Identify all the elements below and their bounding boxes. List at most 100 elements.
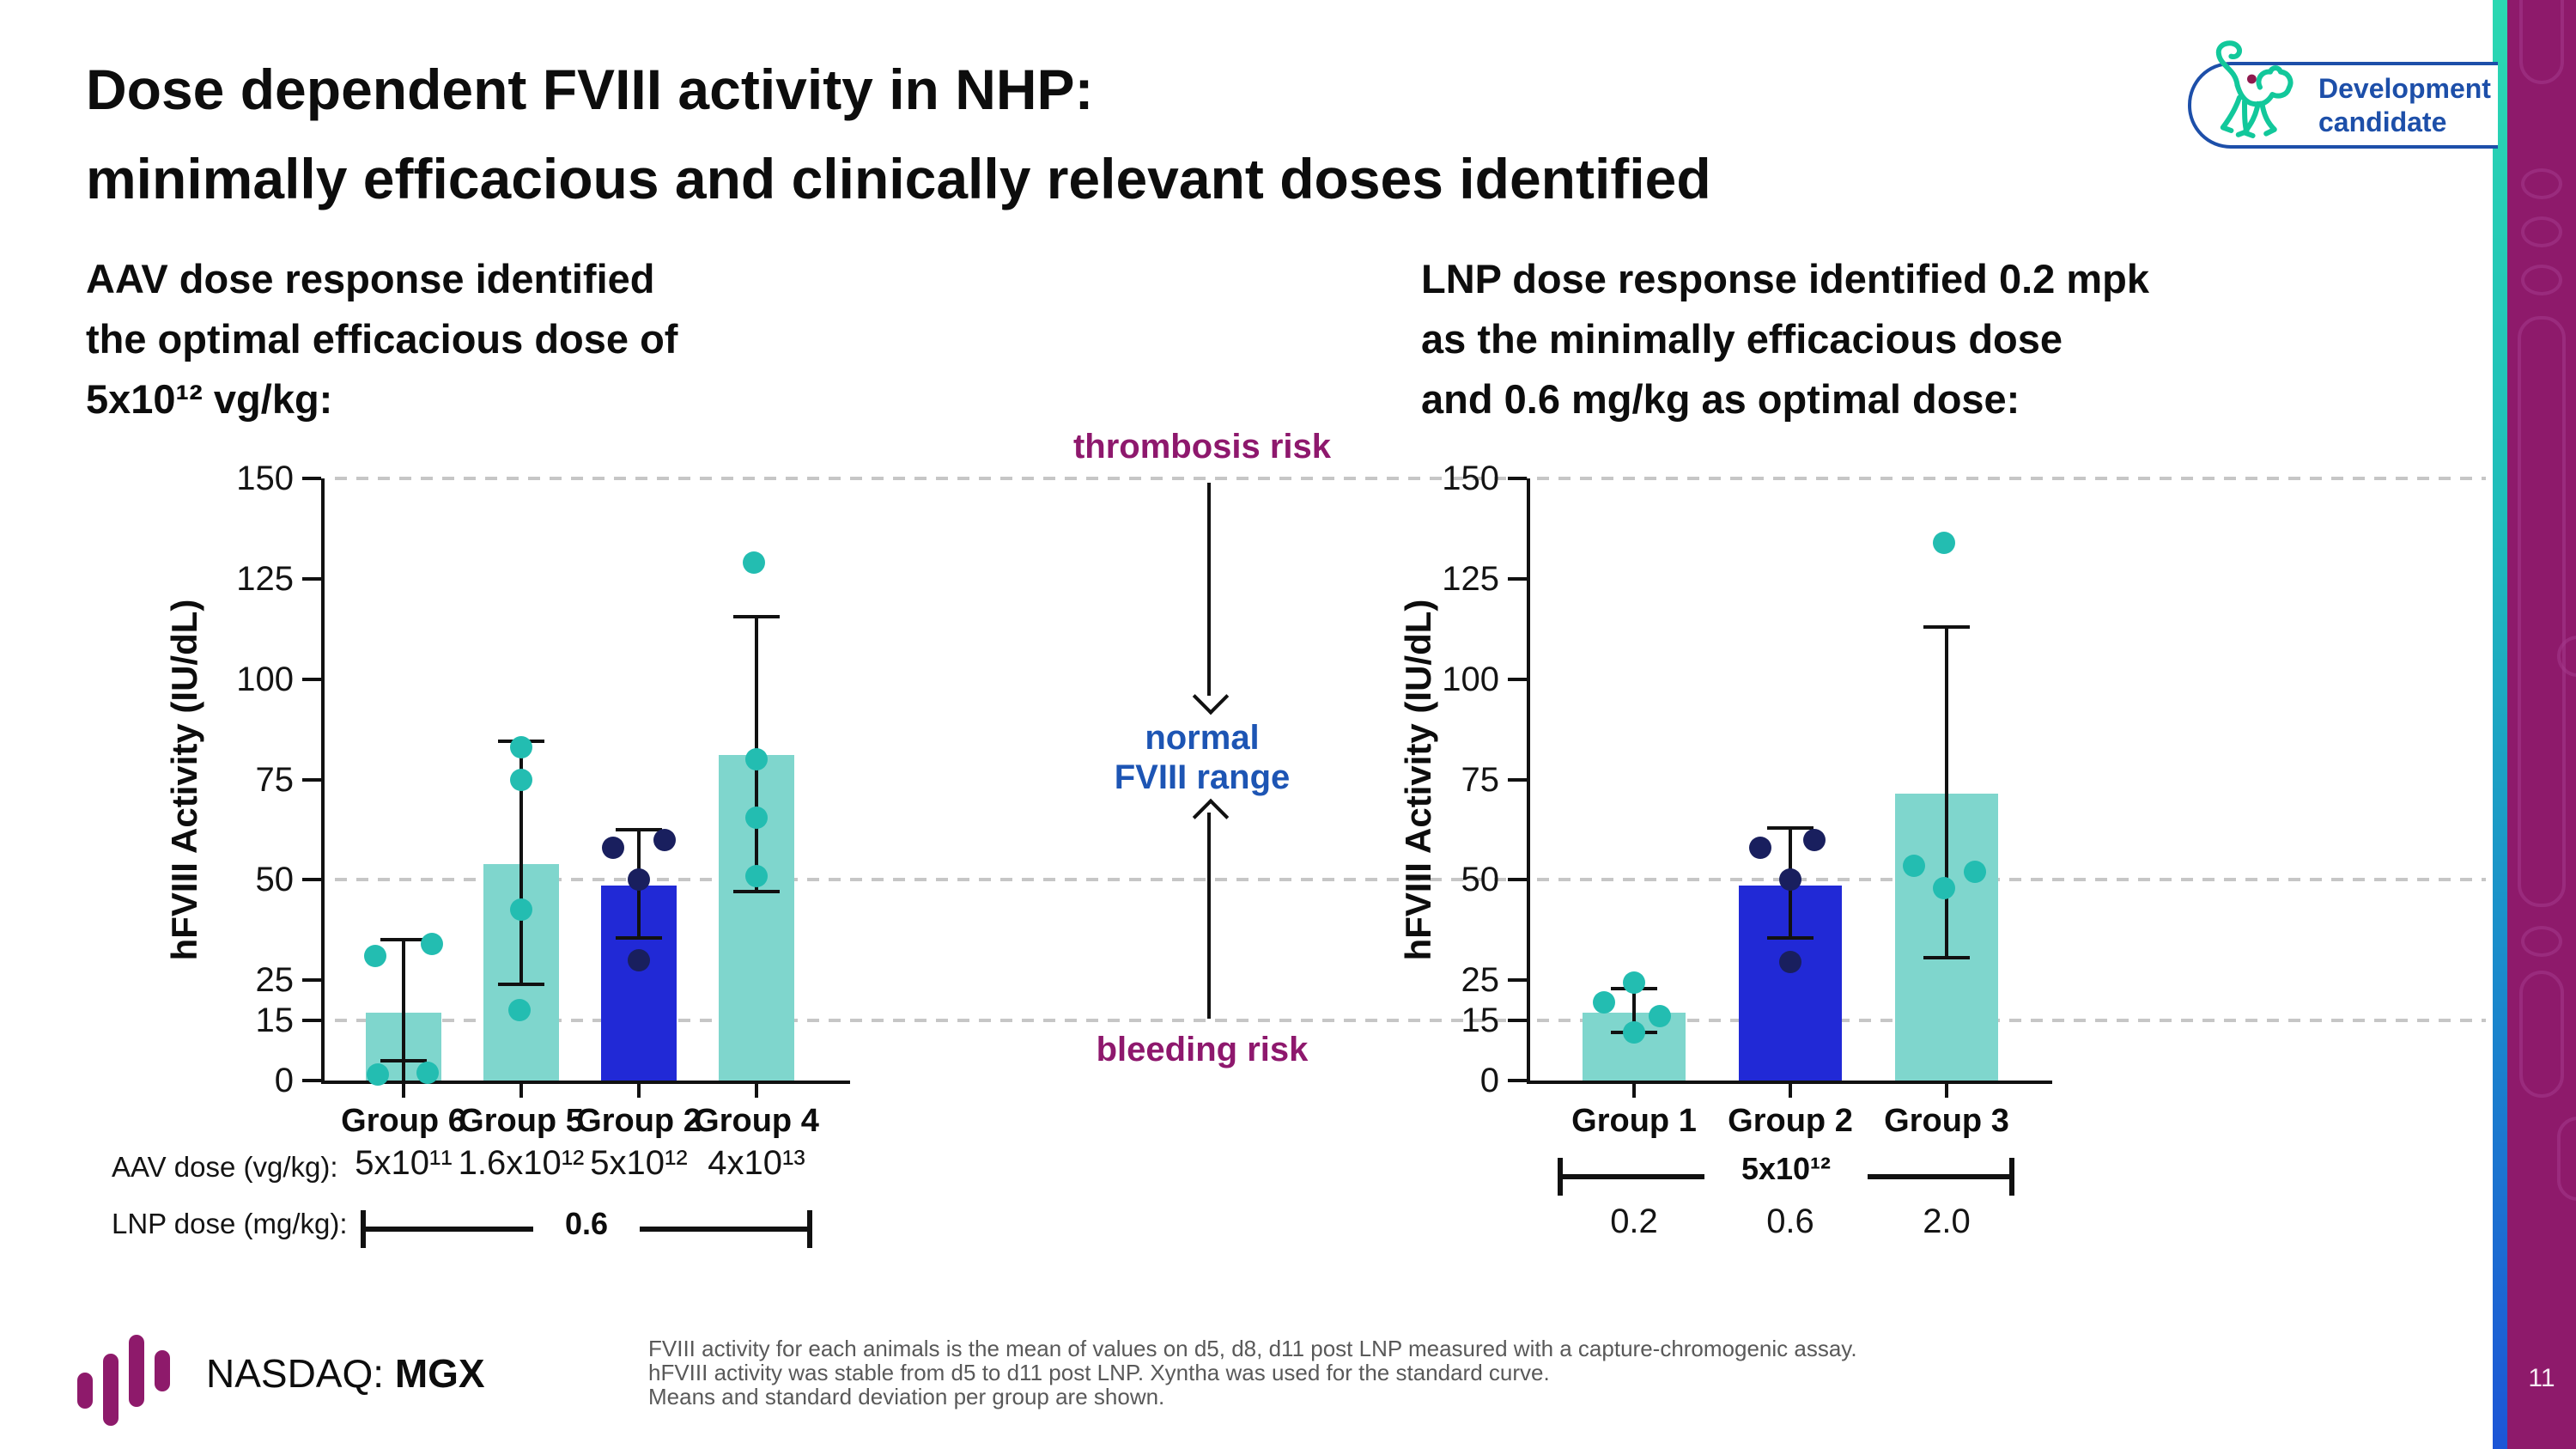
normal-range-line: FVIII range [1114,758,1291,796]
y-tick-label: 125 [1442,559,1499,598]
band-decoration [2519,971,2564,1098]
data-point [653,828,676,851]
data-point [1903,854,1925,877]
y-tick [302,1018,321,1022]
x-tick [1632,1084,1636,1098]
error-bar-line [519,741,523,984]
x-axis [1527,1081,2052,1084]
band-decoration [2521,216,2562,247]
footnote: FVIII activity for each animals is the m… [648,1336,1857,1409]
band-decoration [2518,316,2566,907]
logo-bar [103,1354,118,1426]
y-tick-label: 25 [255,961,295,1000]
y-tick-label: 100 [236,660,294,698]
y-tick-label: 150 [236,460,294,497]
band-decoration [2519,0,2564,84]
footnote-line: FVIII activity for each animals is the m… [648,1336,1857,1361]
bracket-label: 5x10¹² [1741,1151,1832,1186]
data-point [1749,836,1771,859]
footnote-line: Means and standard deviation per group a… [648,1384,1165,1409]
y-tick [302,878,321,882]
error-bar-cap [733,615,780,619]
data-point [510,768,532,791]
category-label: Group 2 [576,1103,702,1139]
x-tick [1789,1084,1792,1098]
y-tick-label: 15 [1461,1001,1500,1039]
y-tick-label: 0 [1479,1062,1499,1099]
lnp-statement-line: LNP dose response identified 0.2 mpk [1421,256,2149,301]
data-point [602,836,624,859]
error-bar-line [1945,626,1948,959]
data-point [421,933,443,956]
x-tick [637,1084,641,1098]
development-candidate-badge [2188,62,2498,149]
edge-gradient-strip [2493,0,2507,1449]
data-point [367,1062,389,1086]
y-tick-label: 150 [1442,460,1499,497]
y-tick [302,677,321,681]
dose-value: 2.0 [1923,1202,1971,1240]
data-point [1593,990,1615,1014]
error-bar-cap [380,938,427,942]
ticker-text: NASDAQ: MGX [206,1350,485,1397]
thrombosis-risk-label: thrombosis risk [1072,428,1332,466]
error-bar-cap [498,982,544,986]
y-tick-label: 75 [255,760,295,799]
title-line-2: minimally efficacious and clinically rel… [86,147,1711,210]
band-decoration [2557,1117,2576,1201]
y-tick [302,978,321,983]
x-tick [755,1084,758,1098]
x-tick [1945,1084,1948,1098]
dose-value: 0.6 [1766,1202,1814,1240]
error-bar-cap [1923,956,1970,960]
y-tick [1508,1018,1527,1022]
data-point [510,898,532,922]
y-tick-label: 50 [1461,861,1500,899]
bracket-label: 0.6 [564,1206,609,1241]
data-point [745,864,768,887]
y-tick [302,477,321,480]
exchange-label: NASDAQ: [206,1351,385,1396]
footnote-line: hFVIII activity was stable from d5 to d1… [648,1360,1550,1385]
x-tick [519,1084,523,1098]
y-tick [302,1079,321,1082]
error-bar-cap [733,890,780,894]
page-title: Dose dependent FVIII activity in NHP: mi… [86,45,1711,223]
aav-statement-line: 5x10¹² vg/kg: [86,376,333,422]
badge-dot [2247,74,2257,84]
error-bar-cap [616,827,662,831]
bracket-cap [807,1210,812,1248]
badge-label-line: Development [2318,73,2491,104]
data-point [1964,860,1986,883]
gridline-150 [335,477,2486,480]
category-label: Group 1 [1571,1103,1697,1139]
category-label: Group 4 [694,1103,819,1139]
y-tick [1508,777,1527,782]
dose-value: 5x10¹² [590,1144,688,1182]
data-point [1933,876,1955,899]
aav-statement-line: AAV dose response identified [86,256,655,301]
gridline-50 [335,878,2486,882]
error-bar-cap [1767,825,1814,830]
error-bar-line [1632,988,1636,1032]
data-point [1623,1020,1645,1044]
y-tick-label: 50 [255,861,295,899]
edge-purple-band [2507,0,2576,1449]
data-point [510,736,532,759]
error-bar-line [402,940,405,1089]
dose-value: 1.6x10¹² [458,1144,585,1182]
page-number: 11 [2528,1364,2555,1392]
dose-value: 0.2 [1610,1202,1658,1240]
data-point [1779,951,1801,974]
down-arrow [1207,483,1211,696]
data-point [1933,531,1955,554]
aav-statement-line: the optimal efficacious dose of [86,316,678,362]
y-tick [1508,677,1527,681]
band-decoration [2521,926,2562,957]
y-tick-label: 75 [1461,760,1500,799]
lnp-statement-line: and 0.6 mg/kg as optimal dose: [1421,376,2020,422]
data-point [1779,868,1801,892]
